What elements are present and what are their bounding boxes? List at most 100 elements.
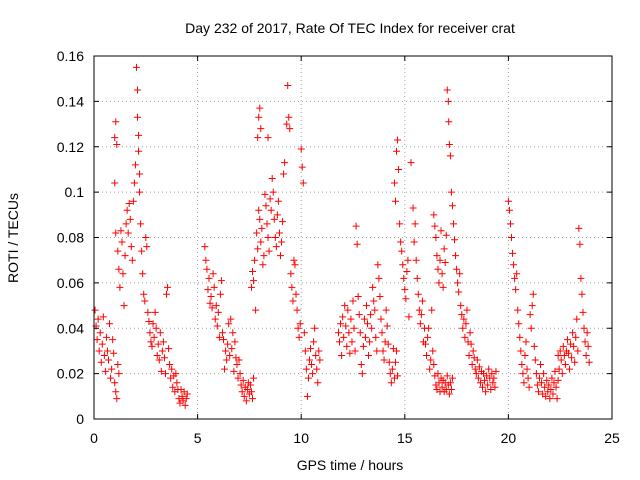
data-point — [446, 379, 454, 387]
data-point — [157, 367, 165, 375]
data-point — [433, 252, 441, 260]
data-point — [249, 268, 257, 276]
data-point — [564, 349, 572, 357]
data-point — [468, 361, 476, 369]
data-point — [581, 338, 589, 346]
data-point — [393, 147, 401, 155]
data-point — [469, 347, 477, 355]
data-point — [448, 374, 456, 382]
x-tick-label: 25 — [604, 430, 620, 446]
data-point — [115, 370, 123, 378]
data-point — [352, 222, 360, 230]
data-point — [283, 120, 291, 128]
data-point — [574, 347, 582, 355]
data-point — [374, 261, 382, 269]
data-point — [158, 347, 166, 355]
data-point — [435, 279, 443, 287]
data-point — [229, 329, 237, 337]
data-point — [120, 302, 128, 310]
data-point — [152, 324, 160, 332]
data-point — [305, 356, 313, 364]
data-point — [403, 268, 411, 276]
data-point — [529, 290, 537, 298]
data-point — [227, 315, 235, 323]
data-point — [116, 283, 124, 291]
data-point — [240, 392, 248, 400]
data-point — [560, 351, 568, 359]
data-point — [246, 381, 254, 389]
data-point — [528, 302, 536, 310]
data-point — [573, 315, 581, 323]
data-point — [472, 370, 480, 378]
y-tick-label: 0.1 — [65, 184, 85, 200]
data-point — [447, 188, 455, 196]
data-point — [375, 274, 383, 282]
data-point — [534, 388, 542, 396]
data-point — [234, 374, 242, 382]
data-point — [172, 370, 180, 378]
data-point — [347, 315, 355, 323]
data-point — [156, 329, 164, 337]
data-point — [577, 274, 585, 282]
data-point — [150, 333, 158, 341]
data-point — [572, 333, 580, 341]
data-point — [314, 379, 322, 387]
y-tick-label: 0.06 — [57, 275, 84, 291]
data-point — [473, 356, 481, 364]
data-point — [434, 370, 442, 378]
data-point — [568, 354, 576, 362]
data-point — [264, 134, 272, 142]
data-point — [280, 170, 288, 178]
data-point — [445, 140, 453, 148]
data-point — [354, 292, 362, 300]
data-point — [290, 256, 298, 264]
data-point — [358, 370, 366, 378]
data-point — [481, 376, 489, 384]
data-point — [504, 197, 512, 205]
data-point — [315, 347, 323, 355]
data-point — [404, 256, 412, 264]
data-point — [316, 356, 324, 364]
data-point — [336, 338, 344, 346]
data-point — [255, 113, 263, 121]
tick-labels: 0 5 10 15 20 25 0 0.02 0.04 0.06 0.08 0.1 0.12 0.14 0.… — [57, 48, 620, 446]
data-point — [206, 299, 214, 307]
data-point — [249, 395, 257, 403]
y-tick-label: 0 — [76, 411, 84, 427]
data-point — [346, 349, 354, 357]
data-point — [242, 397, 250, 405]
data-point — [434, 265, 442, 273]
data-point — [356, 329, 364, 337]
data-point — [516, 333, 524, 341]
data-point — [226, 351, 234, 359]
data-point — [233, 361, 241, 369]
data-point — [256, 104, 264, 112]
data-point — [337, 320, 345, 328]
data-point — [159, 338, 167, 346]
y-tick-label: 0.02 — [57, 366, 84, 382]
data-point — [526, 311, 534, 319]
data-point — [362, 302, 370, 310]
data-point — [105, 356, 113, 364]
data-point — [555, 365, 563, 373]
data-point — [424, 333, 432, 341]
data-point — [365, 351, 373, 359]
data-point — [138, 247, 146, 255]
data-point — [552, 383, 560, 391]
data-point — [454, 279, 462, 287]
data-point — [511, 274, 519, 282]
data-point — [301, 347, 309, 355]
data-point — [297, 145, 305, 153]
data-point — [543, 376, 551, 384]
data-point — [126, 215, 134, 223]
data-point — [123, 206, 131, 214]
data-point — [397, 238, 405, 246]
data-point — [438, 270, 446, 278]
data-point — [579, 308, 587, 316]
data-point — [415, 306, 423, 314]
data-point — [228, 345, 236, 353]
data-point — [407, 159, 415, 167]
data-point — [355, 311, 363, 319]
data-point — [144, 308, 152, 316]
data-point — [512, 286, 520, 294]
